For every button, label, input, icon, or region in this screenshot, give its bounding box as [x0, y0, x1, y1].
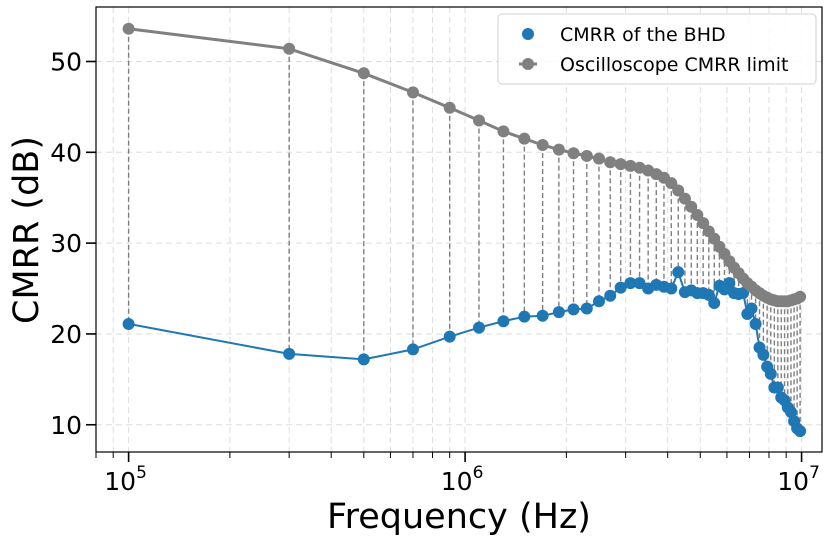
oscilloscope-point: [678, 192, 691, 205]
bhd-point: [749, 317, 762, 330]
bhd-point: [580, 302, 593, 315]
legend-label-bhd: CMRR of the BHD: [560, 24, 726, 46]
oscilloscope-point: [624, 159, 637, 172]
legend-marker-bhd: [522, 28, 534, 40]
y-tick-label: 20: [50, 320, 82, 349]
bhd-point: [665, 282, 678, 295]
oscilloscope-point: [518, 132, 531, 145]
bhd-point: [633, 277, 646, 290]
bhd-point: [784, 406, 797, 419]
bhd-point: [518, 310, 531, 323]
legend-label-oscilloscope: Oscilloscope CMRR limit: [560, 54, 788, 76]
bhd-point: [614, 281, 627, 294]
bhd-point: [624, 277, 637, 290]
bhd-point: [745, 302, 758, 315]
bhd-point: [592, 295, 605, 308]
y-tick-label: 40: [50, 138, 82, 167]
series-layer: [122, 22, 807, 438]
oscilloscope-point: [614, 158, 627, 171]
oscilloscope-point: [406, 86, 419, 99]
bhd-point: [552, 306, 565, 319]
bhd-point: [723, 277, 736, 290]
bhd-point: [536, 309, 549, 322]
legend-marker-oscilloscope: [522, 58, 534, 70]
bhd-point: [497, 315, 510, 328]
y-tick-label: 30: [50, 229, 82, 258]
bhd-point: [672, 266, 685, 279]
oscilloscope-point: [604, 156, 617, 169]
bhd-point: [604, 289, 617, 302]
oscilloscope-point: [672, 184, 685, 197]
bhd-point: [567, 303, 580, 316]
y-tick-label: 50: [50, 47, 82, 76]
oscilloscope-point: [443, 101, 456, 114]
bhd-point: [764, 367, 777, 380]
oscilloscope-point: [283, 42, 296, 55]
y-tick-label: 10: [50, 411, 82, 440]
bhd-point: [757, 348, 770, 361]
x-axis-title: Frequency (Hz): [327, 497, 591, 537]
bhd-point: [708, 297, 721, 310]
oscilloscope-point: [473, 114, 486, 127]
bhd-point: [283, 347, 296, 360]
oscilloscope-point: [122, 22, 135, 35]
bhd-point: [122, 317, 135, 330]
oscilloscope-point: [794, 290, 807, 303]
oscilloscope-point: [580, 149, 593, 162]
bhd-point: [357, 353, 370, 366]
plot-frame: [95, 6, 823, 453]
bhd-point: [406, 343, 419, 356]
legend: CMRR of the BHD Oscilloscope CMRR limit: [497, 13, 817, 85]
legend-box: [497, 13, 817, 85]
oscilloscope-point: [685, 200, 698, 213]
oscilloscope-point: [592, 152, 605, 165]
bhd-point: [737, 287, 750, 300]
oscilloscope-point: [567, 147, 580, 160]
y-axis-title: CMRR (dB): [7, 136, 47, 324]
bhd-point: [794, 425, 807, 438]
bhd-point: [771, 381, 784, 394]
bhd-point: [443, 330, 456, 343]
oscilloscope-point: [497, 125, 510, 138]
oscilloscope-point: [357, 67, 370, 80]
bhd-point: [473, 321, 486, 334]
oscilloscope-point: [552, 143, 565, 156]
oscilloscope-point: [536, 139, 549, 152]
